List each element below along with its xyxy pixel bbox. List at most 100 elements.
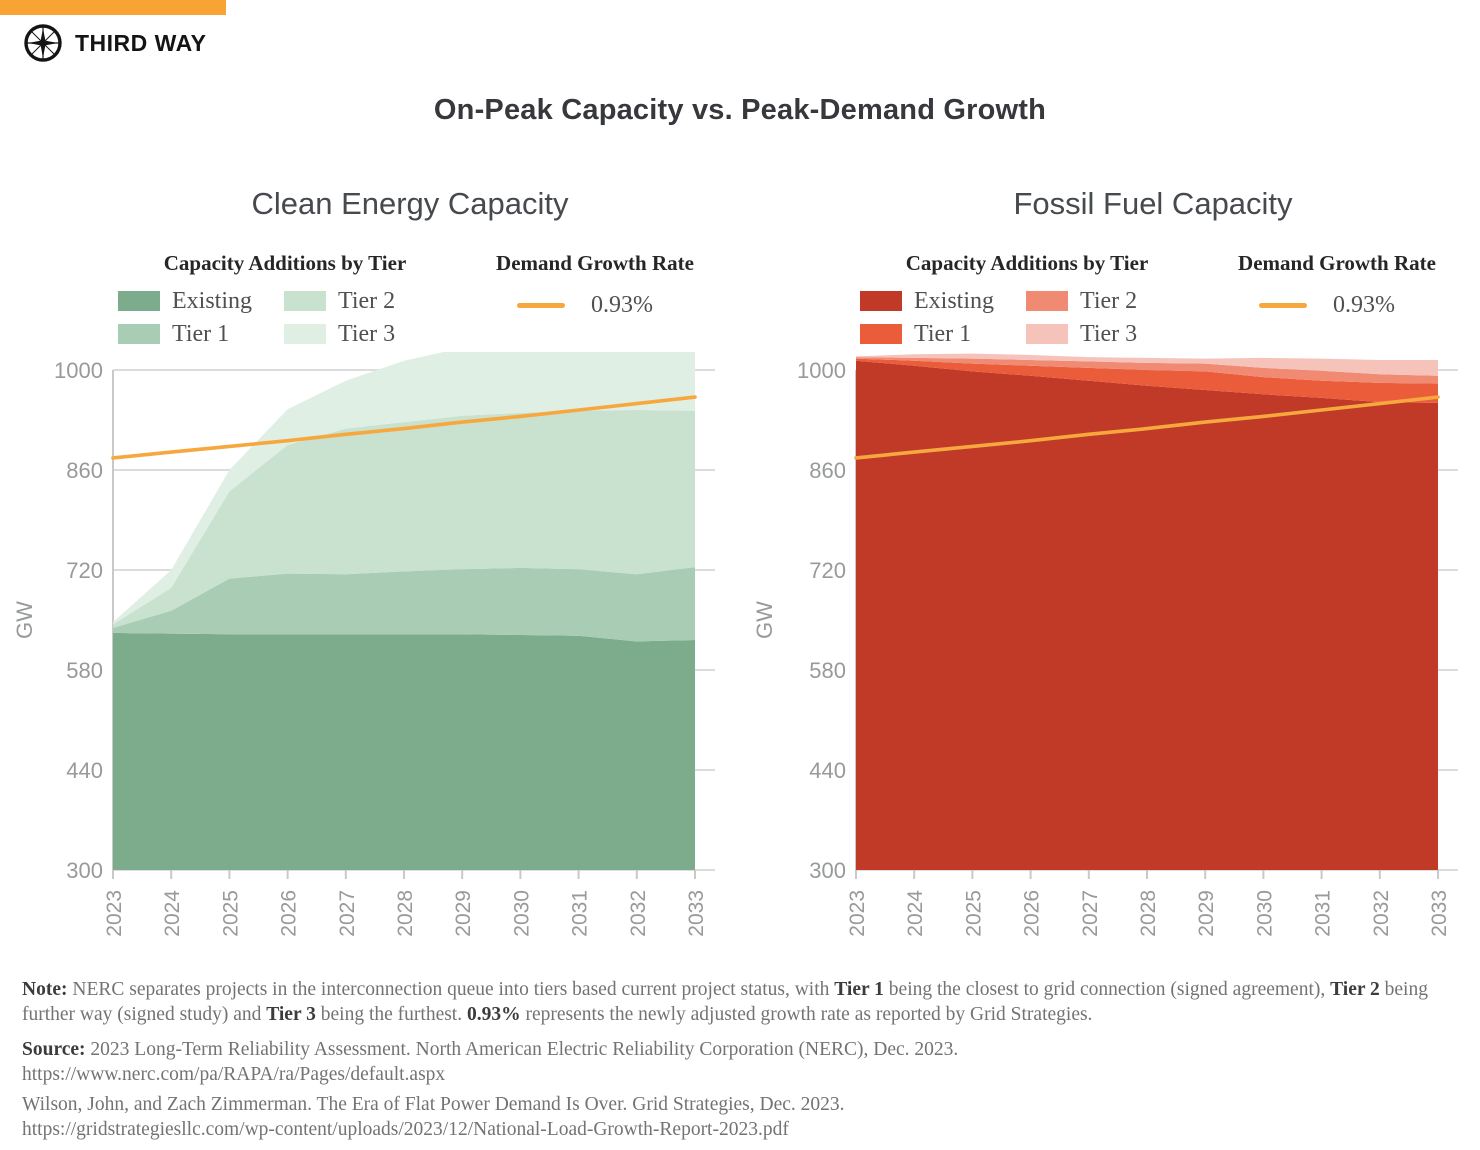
- compass-star-icon: [24, 24, 62, 62]
- x-tick-label: 2023: [846, 890, 869, 937]
- source-nerc-citation: Source: 2023 Long-Term Reliability Asses…: [22, 1039, 959, 1060]
- x-tick-label: 2031: [1312, 890, 1335, 937]
- y-tick-label: 440: [66, 758, 103, 783]
- legend-label: Tier 3: [1080, 321, 1138, 347]
- legend-demand-growth-right: 0.93%: [1259, 289, 1395, 321]
- y-tick-label: 720: [66, 558, 103, 583]
- x-tick-label: 2026: [1021, 890, 1044, 937]
- tier2-swatch: [284, 291, 327, 311]
- legend-header-demand-right: Demand Growth Rate: [1238, 251, 1436, 275]
- demand-rate-value: 0.93%: [1333, 292, 1395, 318]
- y-tick-label: 300: [66, 858, 103, 883]
- area-tier-1: [856, 358, 1438, 403]
- x-tick-label: 2026: [278, 890, 301, 937]
- legend-item-tier2: Tier 2: [1026, 289, 1137, 313]
- brand-accent-bar: [0, 0, 226, 15]
- clean-energy-chart-title: Clean Energy Capacity: [251, 186, 569, 221]
- note-text: Note: NERC separates projects in the int…: [22, 979, 1428, 1025]
- x-tick-label: 2028: [1137, 890, 1160, 937]
- area-tier-3: [113, 329, 695, 625]
- area-existing: [113, 632, 695, 870]
- y-tick-label: 580: [66, 658, 103, 683]
- legend-demand-growth-left: 0.93%: [517, 289, 653, 321]
- y-axis-label: GW: [752, 601, 777, 639]
- existing-swatch: [118, 291, 160, 311]
- legend-item-existing: Existing: [118, 289, 252, 313]
- demand-rate-value: 0.93%: [591, 292, 653, 318]
- x-tick-label: 2030: [1253, 890, 1276, 937]
- y-tick-label: 1000: [797, 358, 846, 383]
- legend-item-tier1: Tier 1: [118, 322, 252, 346]
- legend-clean-energy: Existing Tier 2 Tier 1 Tier 3: [118, 289, 395, 346]
- legend-label: Existing: [172, 288, 253, 314]
- existing-swatch: [860, 291, 902, 311]
- tier1-swatch: [860, 324, 902, 344]
- tier3-swatch: [284, 324, 327, 344]
- y-tick-label: 580: [809, 658, 846, 683]
- demand-growth-line: [854, 395, 1440, 460]
- demand-growth-line: [111, 395, 697, 460]
- demand-line-swatch: [1259, 302, 1307, 308]
- x-tick-label: 2024: [161, 890, 184, 937]
- x-tick-label: 2031: [569, 890, 592, 937]
- legend-label: Tier 2: [338, 288, 396, 314]
- legend-label: Tier 2: [1080, 288, 1138, 314]
- x-tick-label: 2025: [219, 890, 242, 937]
- brand-name: THIRD WAY: [75, 29, 207, 56]
- legend-item-tier3: Tier 3: [1026, 322, 1137, 346]
- chart-svg: 300 440 580 720 860 1000 2023 2024 2025 2026 2027 2…: [752, 353, 1458, 937]
- y-tick-label: 300: [809, 858, 846, 883]
- x-tick-label: 2029: [452, 890, 475, 937]
- y-tick-label: 440: [809, 758, 846, 783]
- legend-label: Tier 1: [172, 321, 230, 347]
- x-tick-label: 2029: [1195, 890, 1218, 937]
- area-tier-3: [856, 353, 1438, 376]
- y-tick-label: 860: [809, 458, 846, 483]
- x-tick-label: 2032: [627, 890, 650, 937]
- legend-item-tier1: Tier 1: [860, 322, 994, 346]
- legend-item-tier3: Tier 3: [284, 322, 395, 346]
- source-nerc-url: https://www.nerc.com/pa/RAPA/ra/Pages/de…: [22, 1064, 446, 1085]
- y-tick-label: 860: [66, 458, 103, 483]
- page-title: On-Peak Capacity vs. Peak-Demand Growth: [433, 94, 1047, 126]
- y-tick-label: 1000: [54, 358, 103, 383]
- chart-svg: 300 440 580 720 860 1000 2023 2024 2025 2026 2027 2…: [12, 329, 715, 937]
- brand-logo: THIRD WAY: [22, 22, 206, 64]
- x-tick-label: 2027: [336, 890, 359, 937]
- tier2-swatch: [1026, 291, 1069, 311]
- x-tick-label: 2023: [103, 890, 126, 937]
- y-axis-label: GW: [12, 601, 37, 639]
- legend-label: Tier 1: [914, 321, 972, 347]
- x-tick-label: 2028: [394, 890, 417, 937]
- source-gs-url: https://gridstrategiesllc.com/wp-content…: [22, 1119, 789, 1140]
- fossil-fuel-plot: 300 440 580 720 860 1000 2023 2024 2025 2026 2027 2…: [740, 352, 1480, 992]
- legend-item-existing: Existing: [860, 289, 994, 313]
- legend-header-demand-left: Demand Growth Rate: [496, 251, 694, 275]
- legend-item-tier2: Tier 2: [284, 289, 395, 313]
- x-tick-label: 2024: [904, 890, 927, 937]
- x-tick-label: 2027: [1079, 890, 1102, 937]
- legend-header-additions-right: Capacity Additions by Tier: [905, 251, 1149, 275]
- x-tick-label: 2033: [1428, 890, 1451, 937]
- x-tick-label: 2032: [1370, 890, 1393, 937]
- area-tier-2: [113, 410, 695, 628]
- legend-label: Tier 3: [338, 321, 396, 347]
- tier1-swatch: [118, 324, 160, 344]
- legend-header-additions-left: Capacity Additions by Tier: [163, 251, 407, 275]
- demand-line-swatch: [517, 302, 565, 308]
- x-tick-label: 2025: [962, 890, 985, 937]
- x-tick-label: 2033: [685, 890, 708, 937]
- tier3-swatch: [1026, 324, 1069, 344]
- area-tier-1: [113, 567, 695, 642]
- clean-energy-plot: 300 440 580 720 860 1000 2023 2024 2025 2026 2027 2…: [0, 329, 745, 992]
- area-existing: [856, 360, 1438, 870]
- area-tier-2: [856, 357, 1438, 384]
- source-grid-strategies: Wilson, John, and Zach Zimmerman. The Er…: [22, 1092, 1464, 1142]
- source-gs-citation: Wilson, John, and Zach Zimmerman. The Er…: [22, 1094, 845, 1115]
- legend-label: Existing: [914, 288, 995, 314]
- source-nerc: Source: 2023 Long-Term Reliability Asses…: [22, 1037, 1464, 1087]
- legend-fossil-fuel: Existing Tier 2 Tier 1 Tier 3: [860, 289, 1137, 346]
- x-tick-label: 2030: [510, 890, 533, 937]
- y-tick-label: 720: [809, 558, 846, 583]
